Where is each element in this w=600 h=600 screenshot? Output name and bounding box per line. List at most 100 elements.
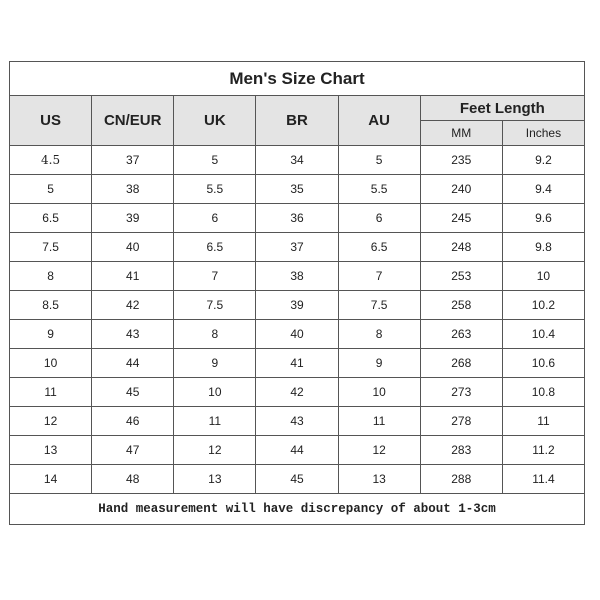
table-cell: 41 [255, 348, 339, 378]
table-cell: 11 [337, 406, 421, 436]
table-cell: 10.6 [501, 348, 586, 378]
table-cell: 6 [173, 203, 257, 233]
table-cell: 40 [91, 232, 175, 262]
table-cell: 245 [419, 203, 503, 233]
table-cell: 7 [173, 261, 257, 291]
table-cell: 11.4 [501, 464, 586, 494]
table-cell: 13 [337, 464, 421, 494]
table-cell: 263 [419, 319, 503, 349]
table-cell: 10.4 [501, 319, 586, 349]
table-cell: 253 [419, 261, 503, 291]
table-row: 12 46 11 43 11 278 11 [8, 406, 586, 436]
table-cell: 38 [255, 261, 339, 291]
table-cell: 5.5 [173, 174, 257, 204]
header-uk: UK [173, 95, 257, 146]
table-cell: 45 [91, 377, 175, 407]
table-cell: 43 [91, 319, 175, 349]
table-cell: 7.5 [8, 232, 93, 262]
table-row: 6.5 39 6 36 6 245 9.6 [8, 203, 586, 233]
table-cell: 9 [8, 319, 93, 349]
table-cell: 6.5 [337, 232, 421, 262]
table-cell: 12 [173, 435, 257, 465]
header-br: BR [255, 95, 339, 146]
table-cell: 10 [8, 348, 93, 378]
table-cell: 38 [91, 174, 175, 204]
table-cell: 41 [91, 261, 175, 291]
table-cell: 39 [91, 203, 175, 233]
table-cell: 35 [255, 174, 339, 204]
table-cell: 9 [173, 348, 257, 378]
table-cell: 8 [173, 319, 257, 349]
table-cell: 5 [337, 145, 421, 175]
table-row: 13 47 12 44 12 283 11.2 [8, 435, 586, 465]
table-cell: 7.5 [337, 290, 421, 320]
table-cell: 12 [8, 406, 93, 436]
header-mm: MM [419, 120, 503, 146]
size-chart-table: Men's Size Chart US CN/EUR UK BR AU Feet… [8, 61, 586, 525]
table-cell: 13 [8, 435, 93, 465]
table-row: 7.5 40 6.5 37 6.5 248 9.8 [8, 232, 586, 262]
table-cell: 11 [8, 377, 93, 407]
table-cell: 10.8 [501, 377, 586, 407]
header-feet-length: Feet Length [419, 95, 586, 121]
table-cell: 288 [419, 464, 503, 494]
table-cell: 47 [91, 435, 175, 465]
table-cell: 283 [419, 435, 503, 465]
header-us: US [8, 95, 93, 146]
table-cell: 13 [173, 464, 257, 494]
table-cell: 9.8 [501, 232, 586, 262]
table-cell: 39 [255, 290, 339, 320]
table-cell: 9.4 [501, 174, 586, 204]
table-row: 8.5 42 7.5 39 7.5 258 10.2 [8, 290, 586, 320]
table-cell: 43 [255, 406, 339, 436]
table-cell: 46 [91, 406, 175, 436]
table-cell: 44 [91, 348, 175, 378]
table-cell: 9.6 [501, 203, 586, 233]
table-cell: 36 [255, 203, 339, 233]
table-cell: 258 [419, 290, 503, 320]
table-cell: 11.2 [501, 435, 586, 465]
table-cell: 10 [173, 377, 257, 407]
table-cell: 12 [337, 435, 421, 465]
table-cell: 5 [173, 145, 257, 175]
table-cell: 7 [337, 261, 421, 291]
table-cell: 10 [337, 377, 421, 407]
chart-title: Men's Size Chart [9, 61, 585, 96]
table-cell: 11 [501, 406, 586, 436]
table-row: 11 45 10 42 10 273 10.8 [8, 377, 586, 407]
table-cell: 37 [255, 232, 339, 262]
table-cell: 11 [173, 406, 257, 436]
table-row: 10 44 9 41 9 268 10.6 [8, 348, 586, 378]
table-cell: 10 [501, 261, 586, 291]
table-cell: 44 [255, 435, 339, 465]
table-cell: 273 [419, 377, 503, 407]
table-row: 5 38 5.5 35 5.5 240 9.4 [8, 174, 586, 204]
table-cell: 40 [255, 319, 339, 349]
table-cell: 9 [337, 348, 421, 378]
table-cell: 37 [91, 145, 175, 175]
table-cell: 268 [419, 348, 503, 378]
table-cell: 5 [8, 174, 93, 204]
footer-note: Hand measurement will have discrepancy o… [9, 493, 585, 525]
table-cell: 34 [255, 145, 339, 175]
table-cell: 6 [337, 203, 421, 233]
table-cell: 240 [419, 174, 503, 204]
table-cell: 248 [419, 232, 503, 262]
table-cell: 42 [91, 290, 175, 320]
table-cell: 6.5 [8, 203, 93, 233]
header-au: AU [337, 95, 421, 146]
table-cell: 5.5 [337, 174, 421, 204]
table-cell: 8 [337, 319, 421, 349]
table-cell: 42 [255, 377, 339, 407]
table-cell: 10.2 [501, 290, 586, 320]
table-cell: 48 [91, 464, 175, 494]
table-cell: 6.5 [173, 232, 257, 262]
header-cn-eur: CN/EUR [91, 95, 175, 146]
table-cell: 8.5 [8, 290, 93, 320]
table-cell: 235 [419, 145, 503, 175]
header-inches: Inches [501, 120, 586, 146]
table-row: 14 48 13 45 13 288 11.4 [8, 464, 586, 494]
table-cell: 4.5 [8, 145, 93, 175]
table-row: 9 43 8 40 8 263 10.4 [8, 319, 586, 349]
table-cell: 45 [255, 464, 339, 494]
